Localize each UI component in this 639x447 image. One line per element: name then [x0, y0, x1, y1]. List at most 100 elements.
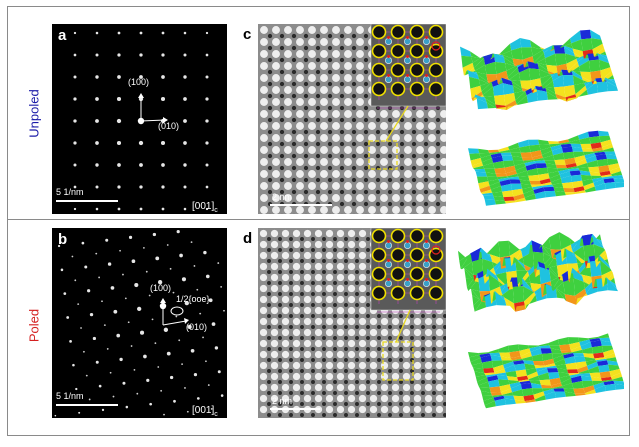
lattice-void	[322, 336, 326, 340]
atom-column	[413, 339, 422, 348]
atom-column	[320, 134, 328, 142]
lattice-void	[399, 189, 405, 195]
lattice-void	[363, 117, 369, 123]
surface-facet	[548, 339, 560, 346]
surface-facet	[561, 43, 573, 49]
atom-column	[336, 372, 345, 381]
lattice-void	[327, 189, 333, 195]
lattice-void	[435, 153, 441, 159]
atom-column	[314, 240, 323, 249]
surface-facet	[612, 376, 624, 382]
atom-column	[404, 146, 412, 154]
surface-facet	[573, 353, 585, 357]
lattice-void	[327, 141, 333, 147]
superlattice-spot	[119, 249, 121, 252]
surface-facet	[600, 260, 612, 276]
figure-frame	[7, 6, 630, 436]
superlattice-spot	[106, 348, 109, 350]
lattice-void	[315, 93, 321, 99]
lattice-void	[366, 369, 370, 373]
lattice-void	[366, 336, 370, 340]
diffraction-spot	[110, 286, 115, 290]
surface-facet	[589, 338, 601, 342]
lattice-void	[443, 358, 446, 362]
surface-facet	[483, 291, 495, 297]
surface-facet	[609, 167, 621, 175]
surface-facet	[551, 353, 564, 359]
surface-facet	[484, 95, 496, 105]
atom-column	[325, 273, 334, 282]
surface-facet	[574, 393, 586, 396]
surface-facet	[558, 337, 570, 346]
lattice-void	[303, 81, 309, 87]
atom-column	[320, 50, 328, 58]
surface-facet	[559, 142, 571, 145]
atom-column	[303, 262, 312, 271]
lattice-void	[421, 369, 425, 373]
lattice-void	[366, 402, 370, 406]
surface-facet	[564, 157, 576, 166]
surface-facet	[501, 77, 513, 86]
atom-column	[440, 206, 446, 214]
atom-column	[392, 170, 400, 178]
surface-facet	[472, 94, 485, 102]
atom-column	[284, 50, 292, 58]
atom-column	[281, 273, 290, 282]
surface-facet	[559, 344, 571, 351]
atom-column	[303, 251, 312, 260]
atom-column	[358, 328, 367, 337]
surface-facet	[470, 158, 482, 166]
lattice-void	[322, 259, 326, 263]
atom-column	[404, 122, 412, 130]
lattice-void	[333, 270, 337, 274]
inset-o-site	[387, 55, 390, 58]
surface-facet	[582, 380, 594, 389]
inset-o-site	[425, 74, 428, 77]
surface-facet	[469, 76, 481, 89]
lattice-void	[410, 336, 414, 340]
lattice-void	[355, 303, 359, 307]
atom-column	[259, 339, 268, 348]
lattice-void	[355, 402, 359, 406]
lattice-void	[339, 57, 345, 63]
surface-facet	[566, 298, 578, 305]
lattice-void	[291, 69, 297, 75]
atom-column	[332, 38, 340, 46]
surface-facet	[502, 83, 515, 95]
surface-facet	[470, 288, 483, 302]
atom-column	[303, 383, 312, 392]
lattice-void	[311, 380, 315, 384]
lattice-void	[363, 189, 369, 195]
surface-facet	[493, 196, 505, 201]
surface-facet	[523, 394, 535, 402]
lattice-void	[327, 81, 333, 87]
atom-column	[369, 317, 378, 326]
atom-column	[428, 182, 436, 190]
surface-facet	[590, 260, 602, 277]
atom-column	[260, 170, 268, 178]
lattice-void	[291, 117, 297, 123]
surface-facet	[596, 53, 608, 60]
atom-column	[292, 295, 301, 304]
lattice-void	[443, 369, 446, 373]
lattice-void	[355, 347, 359, 351]
surface-facet	[485, 374, 497, 378]
superlattice-label: 1/2{ooe}	[176, 294, 210, 304]
surface-facet	[583, 151, 595, 156]
surface-facet	[471, 162, 484, 169]
lattice-void	[278, 391, 282, 395]
surface-facet	[554, 287, 566, 301]
lattice-void	[278, 281, 282, 285]
surface-facet	[613, 178, 624, 183]
atom-column	[270, 240, 279, 249]
inset-b-site	[385, 38, 393, 46]
surface-facet	[501, 50, 513, 59]
atom-column	[402, 350, 411, 359]
lattice-void	[344, 380, 348, 384]
lattice-void	[315, 117, 321, 123]
atom-column	[308, 38, 316, 46]
surface-facet	[573, 278, 585, 296]
atom-column	[270, 372, 279, 381]
lattice-void	[351, 201, 357, 207]
atom-column	[320, 122, 328, 130]
